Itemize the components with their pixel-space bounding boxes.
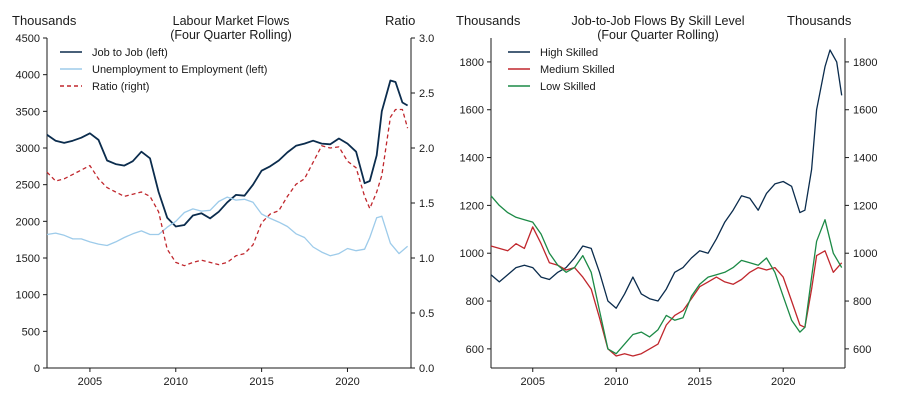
chart2-right-tick-label: 600: [853, 344, 871, 356]
chart1-left-tick-label: 1000: [16, 290, 40, 302]
chart2-right-tick-label: 1000: [853, 248, 877, 260]
chart1-left-tick-label: 4000: [16, 70, 40, 82]
chart2-legend-label-1: High Skilled: [540, 47, 598, 59]
chart2-left-tick-label: 1000: [460, 248, 484, 260]
chart1-subtitle: (Four Quarter Rolling): [170, 28, 292, 42]
chart1-left-tick-label: 1500: [16, 253, 40, 265]
chart1-series-line-3: [46, 108, 409, 267]
chart1-right-tick-label: 2.5: [419, 88, 434, 100]
chart1-left-tick-label: 2500: [16, 180, 40, 192]
chart1-legend-label-1: Job to Job (left): [92, 47, 168, 59]
chart2-left-tick-label: 1600: [460, 105, 484, 117]
chart1-x-tick-label: 2020: [335, 376, 359, 388]
chart1-x-tick-label: 2005: [78, 376, 102, 388]
chart1-left-tick-label: 0: [34, 363, 40, 375]
chart1-left-tick-label: 2000: [16, 216, 40, 228]
chart1-left-tick-label: 4500: [16, 33, 40, 45]
chart2-left-tick-label: 1400: [460, 153, 484, 165]
chart2-x-tick-label: 2005: [521, 376, 545, 388]
chart1-right-tick-label: 3.0: [419, 33, 434, 45]
chart1-right-unit: Ratio: [385, 13, 415, 28]
chart2-right-tick-label: 1600: [853, 105, 877, 117]
chart2-left-unit: Thousands: [456, 13, 521, 28]
chart2-series-line-3: [490, 195, 843, 355]
chart2-x-tick-label: 2015: [687, 376, 711, 388]
chart1-series-line-2: [46, 196, 409, 257]
chart2-left-tick-label: 1200: [460, 200, 484, 212]
chart1-right-tick-label: 0.5: [419, 308, 434, 320]
chart2-title: Job-to-Job Flows By Skill Level: [572, 14, 745, 28]
chart2-subtitle: (Four Quarter Rolling): [597, 28, 719, 42]
chart2-left-tick-label: 800: [466, 296, 484, 308]
chart2-left-tick-label: 1800: [460, 57, 484, 69]
chart1-x-tick-label: 2010: [164, 376, 188, 388]
chart2-right-unit: Thousands: [787, 13, 852, 28]
chart2-right-tick-label: 1200: [853, 200, 877, 212]
chart2-left-tick-label: 600: [466, 344, 484, 356]
chart1-right-tick-label: 1.5: [419, 198, 434, 210]
chart1-left-tick-label: 500: [22, 326, 40, 338]
chart1-right-tick-label: 1.0: [419, 253, 434, 265]
chart1-x-tick-label: 2015: [249, 376, 273, 388]
chart1-title: Labour Market Flows: [173, 14, 290, 28]
chart1-left-tick-label: 3000: [16, 143, 40, 155]
chart2-legend-label-3: Low Skilled: [540, 81, 596, 93]
chart2-series-line-2: [490, 226, 843, 357]
chart1-right-tick-label: 0.0: [419, 363, 434, 375]
chart1-legend-label-3: Ratio (right): [92, 81, 149, 93]
chart2-x-tick-label: 2010: [604, 376, 628, 388]
chart2-legend-label-2: Medium Skilled: [540, 64, 615, 76]
chart2-right-tick-label: 1800: [853, 57, 877, 69]
chart1-legend-label-2: Unemployment to Employment (left): [92, 64, 267, 76]
chart1-series-line-1: [46, 79, 409, 228]
chart1-right-tick-label: 2.0: [419, 143, 434, 155]
chart2-series-line-1: [490, 49, 843, 309]
chart2-x-tick-label: 2020: [771, 376, 795, 388]
chart1-left-tick-label: 3500: [16, 106, 40, 118]
chart1-left-unit: Thousands: [12, 13, 77, 28]
chart2-right-tick-label: 800: [853, 296, 871, 308]
chart2-right-tick-label: 1400: [853, 153, 877, 165]
